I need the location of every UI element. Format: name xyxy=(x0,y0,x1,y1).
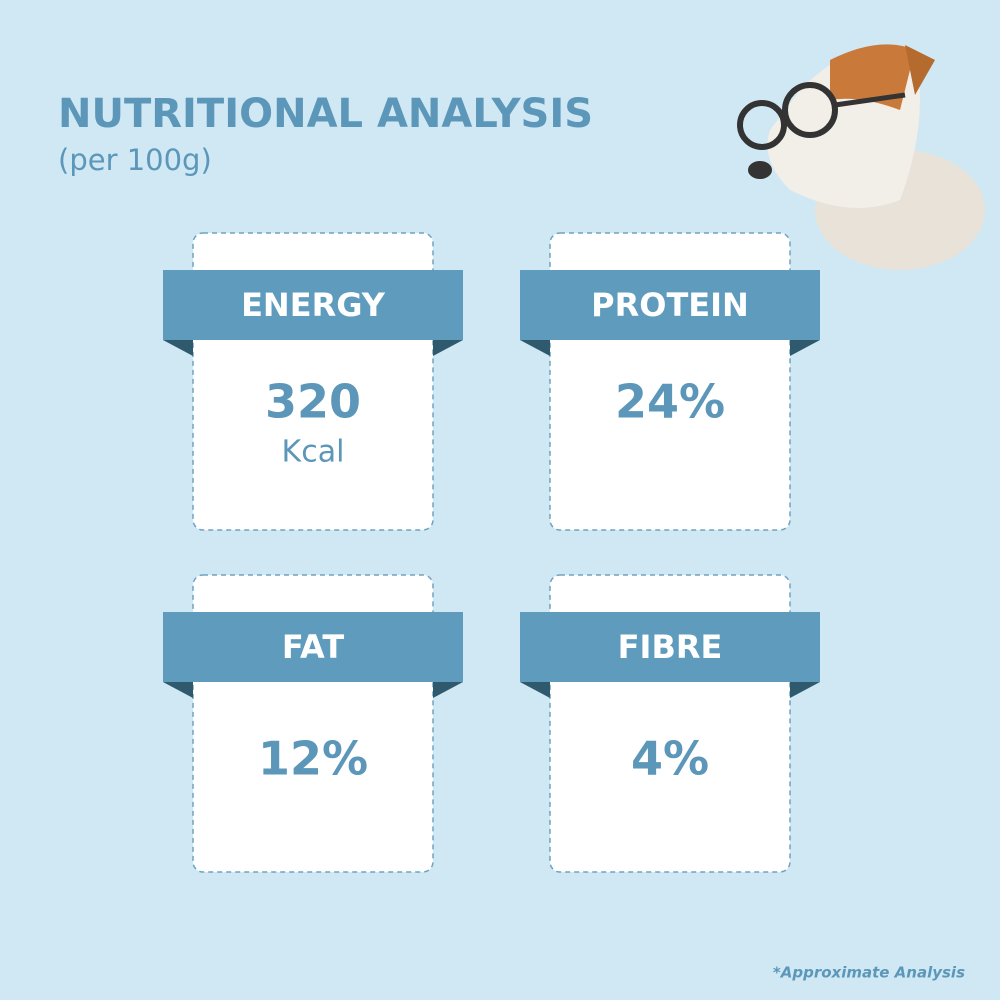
card-value: 12% xyxy=(258,732,368,786)
footnote: *Approximate Analysis xyxy=(773,964,965,982)
banner-fold xyxy=(433,682,463,698)
banner-fold xyxy=(790,340,820,356)
banner xyxy=(163,612,463,682)
card-value: 4% xyxy=(631,732,709,786)
card-label: FAT xyxy=(282,628,344,666)
banner-fold xyxy=(790,682,820,698)
banner-fold xyxy=(163,682,193,698)
banner-fold xyxy=(520,340,550,356)
title: NUTRITIONAL ANALYSIS xyxy=(58,91,593,137)
dog-illustration xyxy=(737,44,985,270)
banner-fold xyxy=(163,340,193,356)
banner xyxy=(163,270,463,340)
card-label: ENERGY xyxy=(241,286,386,324)
cards: ENERGY 320 Kcal PROTEIN 24% FAT 12% FIBRE 4% xyxy=(163,232,820,873)
banner-fold xyxy=(433,340,463,356)
card-label: FIBRE xyxy=(618,628,723,666)
card-label: PROTEIN xyxy=(591,286,749,324)
banner xyxy=(520,612,820,682)
card-value: 24% xyxy=(615,375,725,429)
card-unit: Kcal xyxy=(282,435,345,470)
subtitle: (per 100g) xyxy=(58,143,212,177)
banner xyxy=(520,270,820,340)
banner-fold xyxy=(520,682,550,698)
card-value: 320 xyxy=(265,375,361,429)
